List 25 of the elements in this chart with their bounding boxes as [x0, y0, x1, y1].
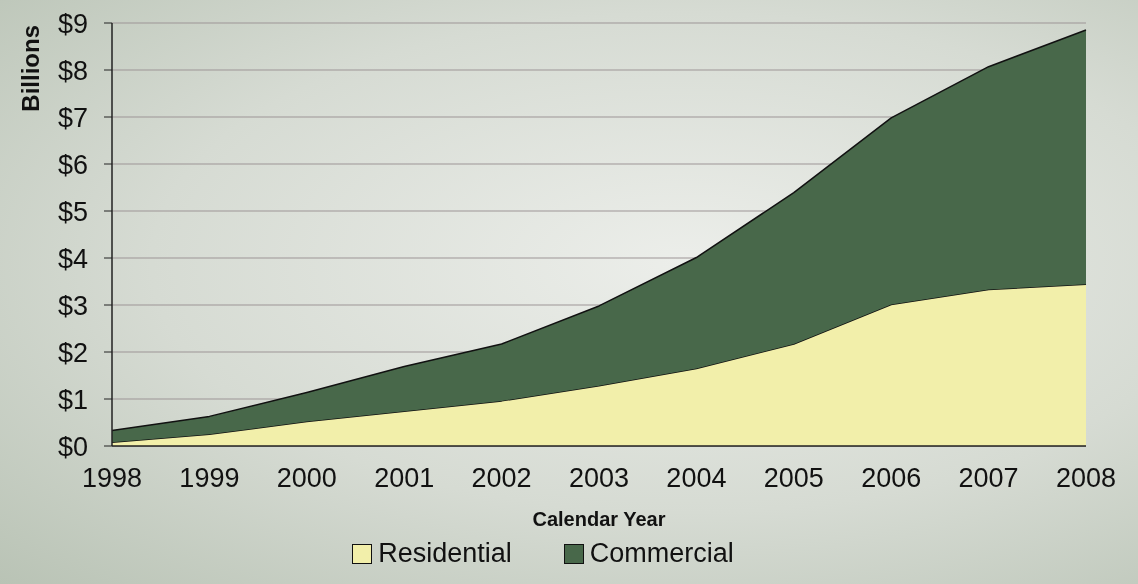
y-tick-label: $1: [57, 384, 88, 415]
y-tick-label: $4: [57, 243, 88, 274]
x-tick-label: 2001: [374, 463, 435, 494]
x-axis-title: Calendar Year: [532, 508, 666, 530]
x-tick-label: 2006: [861, 463, 922, 494]
y-tick-label: $6: [57, 149, 88, 180]
y-tick-label: $8: [57, 55, 88, 86]
legend-label: Residential: [378, 538, 512, 569]
x-tick-label: 2000: [276, 463, 337, 494]
x-tick-label: 2008: [1055, 463, 1117, 494]
y-axis-title: Billions: [16, 25, 44, 112]
y-tick-label: $3: [57, 290, 88, 321]
x-tick-label: 2003: [568, 463, 630, 494]
y-tick-label: $7: [57, 102, 88, 133]
y-tick-label: $9: [57, 8, 88, 39]
legend-label: Commercial: [589, 538, 734, 569]
y-tick-label: $0: [57, 431, 88, 462]
x-tick-label: 1999: [179, 463, 240, 494]
x-tick-label: 1998: [81, 463, 143, 494]
x-tick-label: 2007: [958, 463, 1019, 494]
x-tick-label: 2002: [471, 463, 532, 494]
x-tick-label: 2005: [763, 463, 824, 494]
y-tick-label: $5: [57, 196, 88, 227]
y-tick-label: $2: [57, 337, 88, 368]
x-tick-label: 2004: [666, 463, 727, 494]
